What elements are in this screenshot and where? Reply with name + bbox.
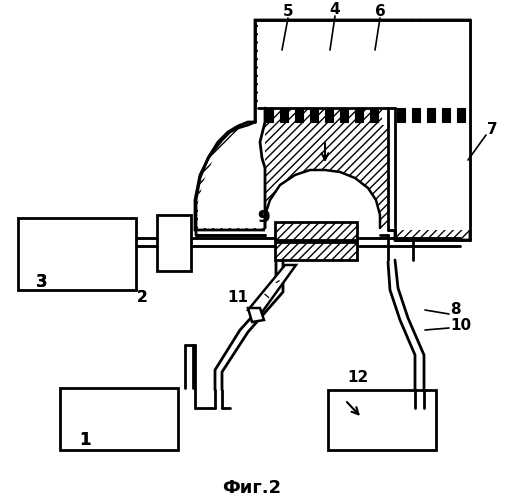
Text: 1: 1 bbox=[79, 431, 91, 449]
Bar bbox=[265, 108, 273, 122]
Text: 8: 8 bbox=[450, 302, 461, 318]
Text: 6: 6 bbox=[375, 4, 385, 20]
Polygon shape bbox=[258, 22, 388, 108]
Text: 2: 2 bbox=[137, 290, 148, 306]
Text: 10: 10 bbox=[450, 318, 471, 332]
Bar bbox=[340, 108, 348, 122]
Bar bbox=[412, 108, 420, 122]
Text: 7: 7 bbox=[487, 122, 497, 138]
Bar bbox=[370, 108, 378, 122]
Bar bbox=[275, 242, 357, 260]
Text: 9: 9 bbox=[260, 210, 270, 226]
Bar bbox=[328, 390, 436, 450]
Bar bbox=[427, 108, 435, 122]
Bar bbox=[157, 215, 191, 271]
Polygon shape bbox=[198, 108, 265, 228]
Text: 1: 1 bbox=[79, 431, 91, 449]
Polygon shape bbox=[265, 170, 388, 235]
Polygon shape bbox=[382, 22, 470, 230]
Text: 2: 2 bbox=[137, 290, 148, 306]
Bar bbox=[295, 108, 303, 122]
Polygon shape bbox=[248, 308, 264, 322]
Text: 12: 12 bbox=[347, 370, 368, 386]
Text: 3: 3 bbox=[36, 273, 48, 291]
Bar bbox=[275, 222, 357, 240]
Bar bbox=[442, 108, 450, 122]
Text: 5: 5 bbox=[283, 4, 293, 20]
Bar bbox=[457, 108, 465, 122]
Text: 9: 9 bbox=[258, 210, 268, 226]
Text: 3: 3 bbox=[36, 273, 48, 291]
Polygon shape bbox=[248, 265, 296, 315]
Bar bbox=[397, 108, 405, 122]
Text: Фиг.2: Фиг.2 bbox=[222, 479, 282, 497]
Text: 4: 4 bbox=[330, 2, 340, 18]
Bar bbox=[310, 108, 318, 122]
Polygon shape bbox=[195, 20, 470, 240]
Bar bbox=[280, 108, 288, 122]
Bar bbox=[60, 388, 178, 450]
Bar bbox=[325, 108, 333, 122]
Text: 11: 11 bbox=[227, 290, 248, 306]
Bar bbox=[18, 218, 136, 290]
Bar bbox=[355, 108, 363, 122]
